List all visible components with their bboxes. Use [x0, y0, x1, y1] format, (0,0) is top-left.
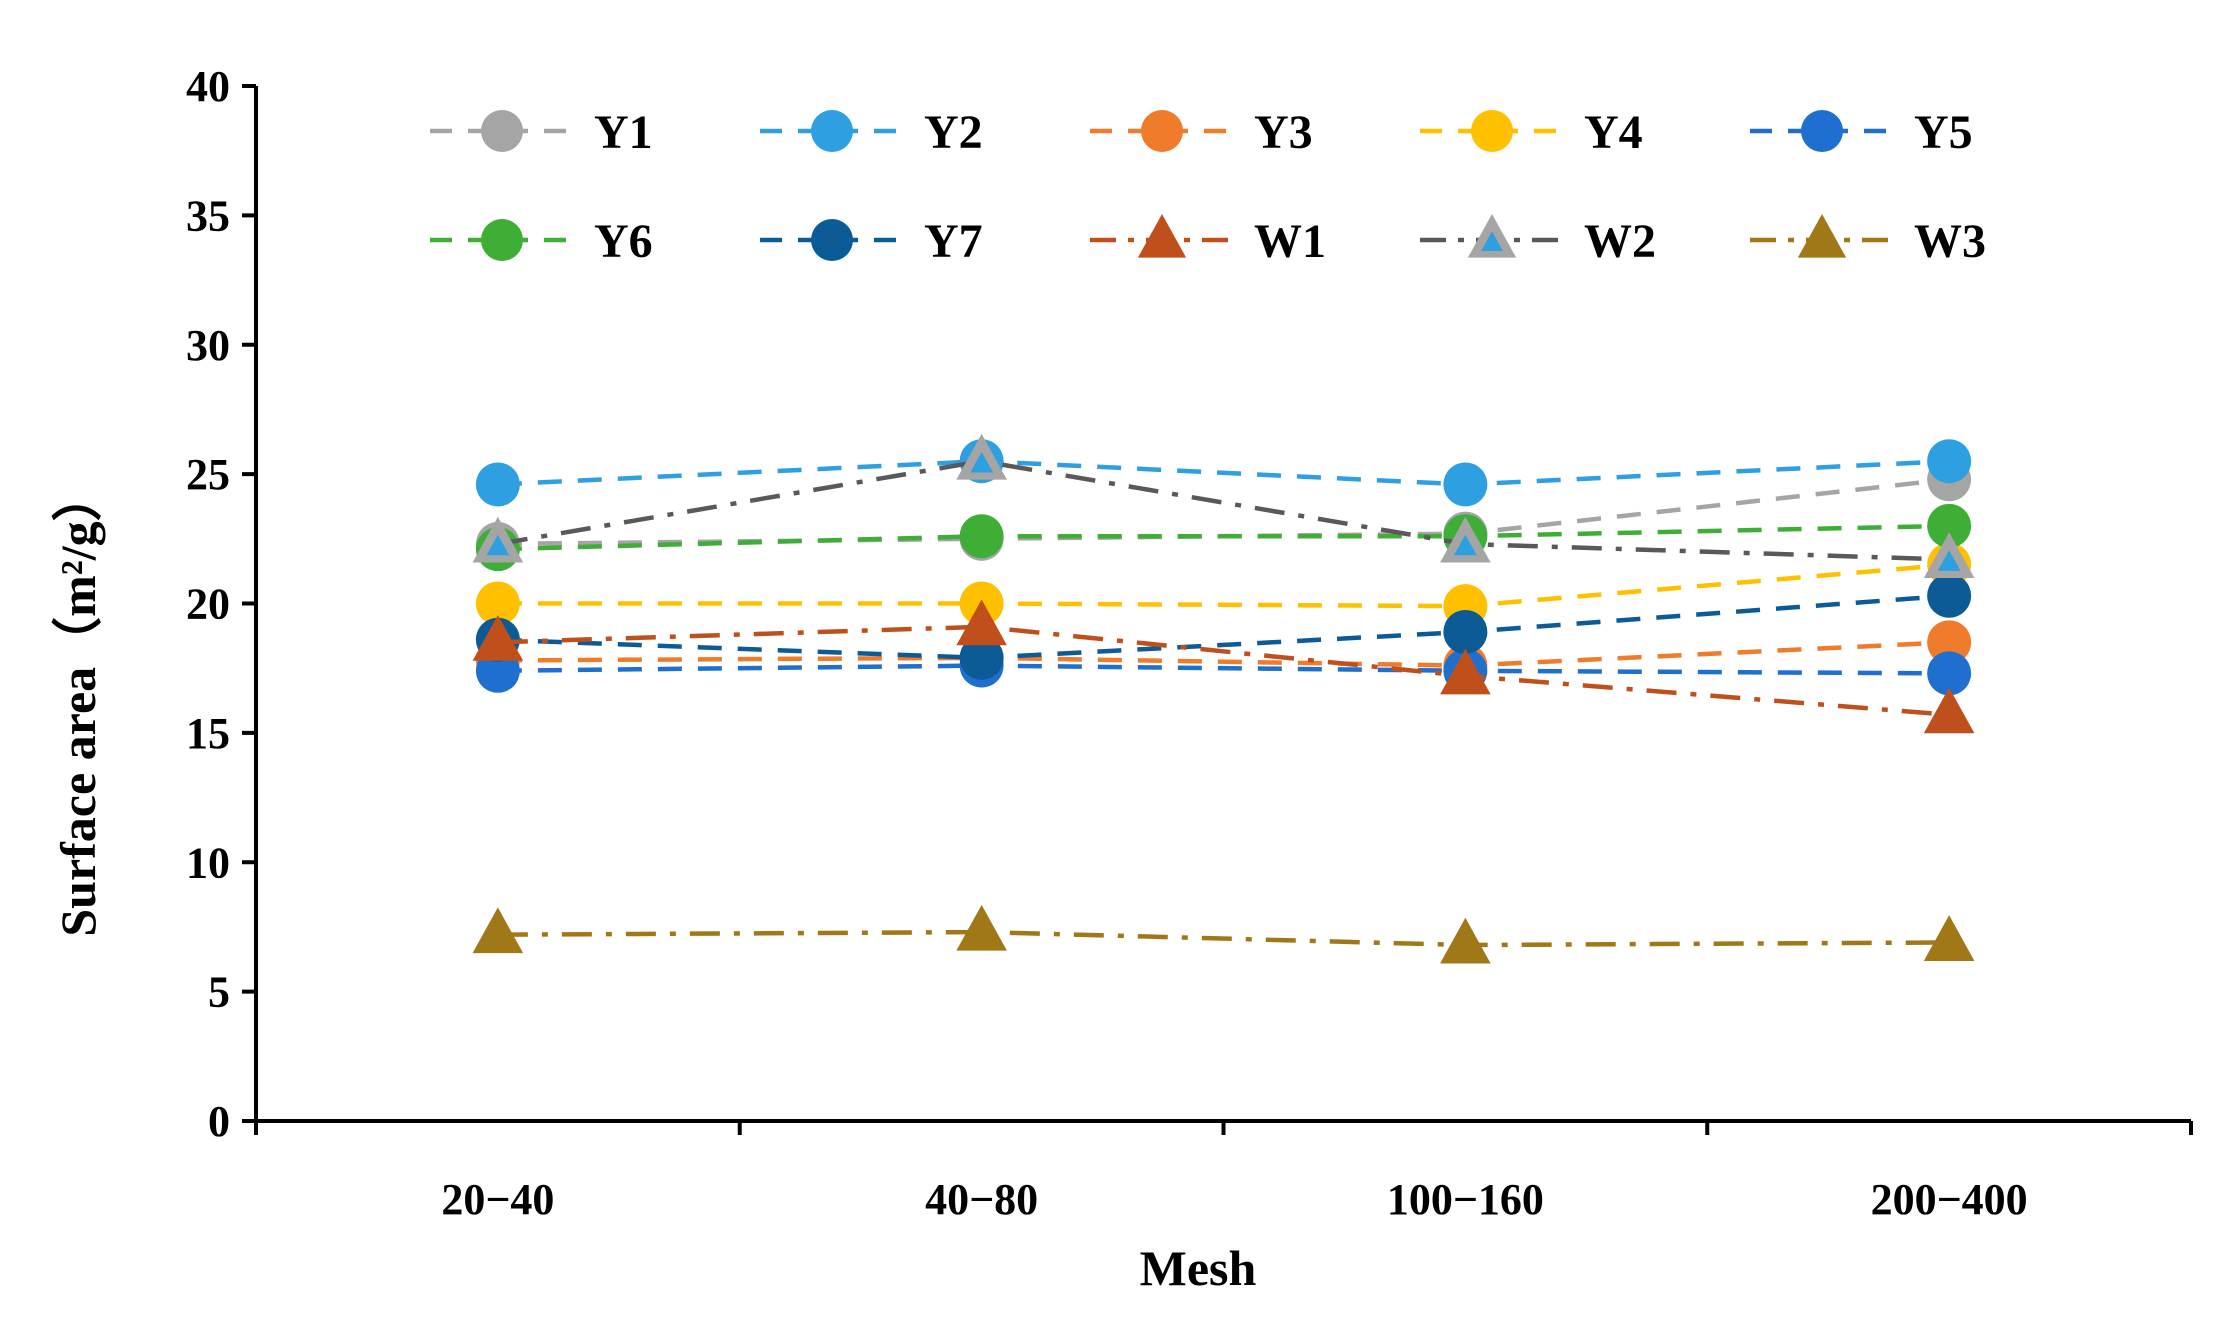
legend-item-y5: Y5 — [1750, 106, 1973, 159]
marker-y2 — [475, 462, 520, 507]
y-tick-label: 35 — [186, 191, 230, 240]
marker-inner-w2 — [1453, 534, 1477, 556]
line-y2 — [497, 458, 1950, 487]
y-tick-label: 5 — [208, 968, 230, 1017]
line-y6 — [497, 523, 1950, 552]
marker-inner-w2 — [1481, 231, 1503, 251]
marker-y7 — [959, 635, 1004, 680]
x-tick-label: 200−400 — [1871, 1175, 2028, 1224]
x-axis-title: Mesh — [1140, 1240, 1257, 1296]
y-tick-label: 0 — [208, 1097, 230, 1146]
marker-y3 — [1141, 110, 1183, 152]
y-tick-label: 10 — [186, 838, 230, 887]
marker-y3 — [1927, 620, 1972, 665]
legend: Y1 Y2 Y3 Y4 Y5 Y6 Y7 W1 W2 W3 — [430, 106, 1986, 268]
legend-item-w3: W3 — [1750, 213, 1986, 268]
marker-y4 — [475, 581, 520, 626]
x-tick-label: 20−40 — [441, 1175, 554, 1224]
legend-item-y4: Y4 — [1420, 106, 1643, 159]
series-y6 — [475, 503, 1972, 572]
marker-y1 — [481, 110, 523, 152]
marker-y2 — [1927, 439, 1972, 484]
line-y3 — [497, 640, 1950, 668]
legend-label: Y5 — [1914, 106, 1973, 159]
marker-inner-w2 — [1937, 550, 1961, 571]
y-ticks: 0 5 10 15 20 25 30 35 40 — [186, 62, 256, 1146]
legend-label: Y6 — [594, 215, 653, 268]
legend-item-w1: W1 — [1090, 213, 1326, 268]
legend-label: Y1 — [594, 106, 653, 159]
marker-y7 — [1443, 609, 1488, 654]
y-tick-label: 30 — [186, 321, 230, 370]
marker-w3 — [1440, 917, 1491, 964]
legend-item-y2: Y2 — [760, 106, 983, 159]
marker-y7 — [811, 219, 853, 261]
legend-label: W2 — [1584, 215, 1656, 268]
series-w2 — [472, 433, 1975, 578]
series-w1 — [472, 599, 1975, 734]
legend-item-y6: Y6 — [430, 215, 653, 268]
y-axis-title: Surface area（m²/g） — [50, 471, 106, 936]
marker-w1 — [1923, 687, 1975, 734]
series-group — [472, 433, 1975, 964]
line-y7 — [497, 593, 1950, 661]
marker-y7 — [1927, 573, 1972, 618]
y-tick-label: 40 — [186, 62, 230, 111]
marker-w3 — [956, 904, 1007, 951]
x-tick-label: 40−80 — [925, 1175, 1038, 1224]
marker-y5 — [1801, 110, 1843, 152]
line-y5 — [497, 663, 1950, 676]
marker-y6 — [481, 219, 523, 261]
legend-label: W3 — [1914, 215, 1986, 268]
y-tick-label: 15 — [186, 709, 230, 758]
x-ticks: 20−40 40−80 100−160 200−400 — [254, 1121, 2193, 1224]
legend-label: Y7 — [924, 215, 983, 268]
marker-w1 — [1440, 648, 1491, 695]
marker-y2 — [811, 110, 853, 152]
legend-item-y3: Y3 — [1090, 106, 1313, 159]
marker-y4 — [1471, 110, 1513, 152]
series-y2 — [475, 439, 1972, 507]
marker-w1 — [956, 599, 1007, 646]
series-w3 — [472, 904, 1975, 964]
legend-label: W1 — [1254, 215, 1326, 268]
legend-label: Y3 — [1254, 106, 1313, 159]
y-tick-label: 20 — [186, 580, 230, 629]
marker-inner-w2 — [486, 534, 510, 556]
marker-w3 — [1923, 915, 1975, 961]
line-y4 — [497, 562, 1950, 609]
legend-item-y1: Y1 — [430, 106, 653, 159]
y-tick-label: 25 — [186, 450, 230, 499]
marker-y2 — [1443, 462, 1488, 507]
line-w2 — [497, 458, 1950, 562]
marker-inner-w2 — [970, 451, 994, 473]
series-y4 — [475, 542, 1972, 629]
series-y3 — [475, 620, 1972, 688]
line-w1 — [497, 624, 1950, 718]
legend-item-w2: W2 — [1420, 213, 1656, 268]
marker-w1 — [1137, 213, 1187, 258]
legend-item-y7: Y7 — [760, 215, 983, 268]
line-w3 — [497, 929, 1950, 948]
legend-label: Y4 — [1584, 106, 1643, 159]
marker-w1 — [472, 615, 524, 661]
marker-y6 — [959, 514, 1004, 559]
marker-w3 — [1797, 213, 1847, 258]
marker-y6 — [1927, 503, 1972, 548]
legend-label: Y2 — [924, 106, 983, 159]
marker-w3 — [472, 907, 524, 954]
x-tick-label: 100−160 — [1387, 1175, 1544, 1224]
marker-y5 — [1927, 651, 1972, 696]
